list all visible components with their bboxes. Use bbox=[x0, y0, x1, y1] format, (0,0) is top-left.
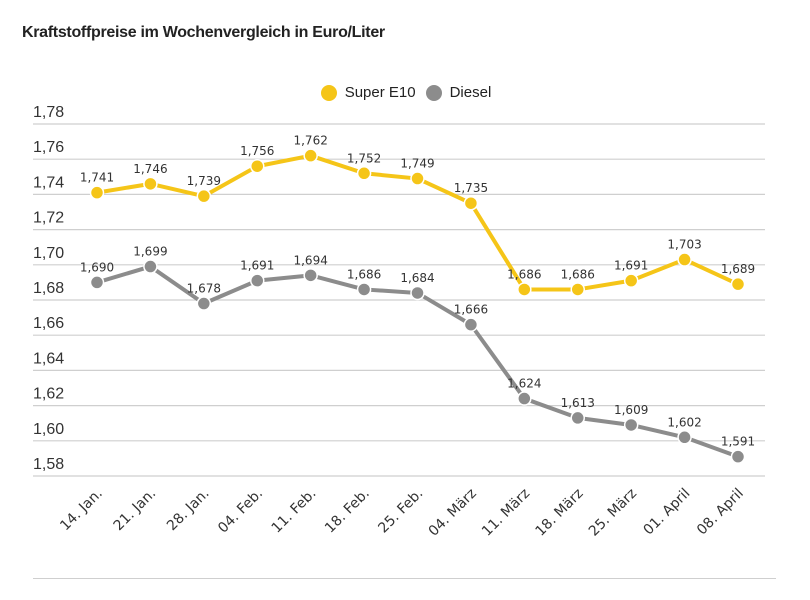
data-label: 1,752 bbox=[347, 151, 381, 165]
y-tick-label: 1,62 bbox=[33, 386, 64, 403]
data-point bbox=[250, 158, 265, 174]
y-tick-label: 1,72 bbox=[33, 210, 64, 227]
data-point bbox=[143, 259, 158, 274]
data-label: 1,678 bbox=[187, 282, 221, 296]
x-tick-label: 01. April bbox=[641, 486, 694, 539]
y-tick-label: 1,60 bbox=[33, 421, 64, 438]
data-point bbox=[570, 282, 585, 297]
bottom-divider bbox=[33, 578, 776, 579]
data-label: 1,762 bbox=[293, 134, 327, 148]
data-label: 1,609 bbox=[614, 403, 648, 417]
data-point bbox=[410, 285, 425, 301]
data-point bbox=[410, 171, 425, 186]
data-label: 1,684 bbox=[400, 271, 434, 285]
x-tick-label: 25. März bbox=[586, 486, 640, 540]
legend: Super E10 Diesel bbox=[0, 84, 810, 101]
legend-label-diesel: Diesel bbox=[449, 84, 492, 101]
y-tick-label: 1,74 bbox=[33, 174, 64, 191]
data-point bbox=[250, 273, 265, 288]
legend-marker-super-e10 bbox=[320, 84, 337, 101]
legend-item-super-e10: Super E10 bbox=[320, 84, 416, 101]
data-point bbox=[570, 410, 585, 426]
data-label: 1,749 bbox=[400, 157, 434, 171]
data-label: 1,746 bbox=[133, 162, 167, 176]
x-tick-label: 18. März bbox=[532, 486, 586, 540]
y-tick-label: 1,66 bbox=[33, 315, 64, 332]
data-point bbox=[623, 417, 639, 433]
data-label: 1,690 bbox=[80, 260, 114, 274]
chart-title: Kraftstoffpreise im Wochenvergleich in E… bbox=[22, 24, 385, 41]
y-tick-label: 1,68 bbox=[33, 280, 64, 297]
data-label: 1,624 bbox=[507, 377, 541, 391]
data-label: 1,686 bbox=[347, 267, 381, 281]
data-point bbox=[89, 275, 105, 290]
x-tick-label: 28. Jan. bbox=[164, 486, 213, 535]
data-point bbox=[356, 282, 372, 297]
legend-marker-diesel bbox=[425, 84, 442, 101]
x-tick-label: 21. Jan. bbox=[111, 486, 160, 535]
data-point bbox=[730, 449, 746, 464]
legend-label-super-e10: Super E10 bbox=[344, 84, 416, 101]
data-point bbox=[730, 276, 746, 292]
data-point bbox=[677, 252, 692, 267]
data-label: 1,694 bbox=[293, 253, 327, 267]
data-label: 1,602 bbox=[667, 415, 701, 429]
x-tick-label: 11. März bbox=[479, 486, 533, 540]
x-tick-label: 25. Feb. bbox=[375, 486, 426, 537]
data-point bbox=[196, 188, 212, 204]
data-label: 1,735 bbox=[454, 181, 488, 195]
data-point bbox=[143, 176, 158, 192]
y-tick-label: 1,78 bbox=[33, 104, 64, 121]
data-label: 1,699 bbox=[133, 245, 167, 259]
data-label: 1,613 bbox=[561, 396, 595, 410]
data-label: 1,756 bbox=[240, 144, 274, 158]
data-point bbox=[356, 166, 372, 181]
data-label: 1,739 bbox=[187, 174, 221, 188]
y-tick-label: 1,76 bbox=[33, 139, 64, 156]
x-tick-label: 08. April bbox=[694, 486, 747, 539]
data-label: 1,689 bbox=[721, 262, 755, 276]
data-point bbox=[677, 430, 692, 445]
legend-item-diesel: Diesel bbox=[425, 84, 492, 101]
y-tick-label: 1,64 bbox=[33, 350, 64, 367]
data-label: 1,741 bbox=[80, 171, 114, 185]
y-tick-label: 1,58 bbox=[33, 456, 64, 473]
data-point bbox=[196, 296, 212, 311]
data-point bbox=[517, 391, 532, 406]
data-point bbox=[463, 317, 479, 332]
data-point bbox=[463, 195, 479, 211]
data-label: 1,691 bbox=[240, 259, 274, 273]
data-label: 1,591 bbox=[721, 435, 755, 449]
x-tick-label: 18. Feb. bbox=[322, 486, 373, 537]
data-label: 1,686 bbox=[561, 267, 595, 281]
data-label: 1,686 bbox=[507, 267, 541, 281]
x-tick-label: 04. Feb. bbox=[215, 486, 266, 537]
data-point bbox=[623, 273, 639, 288]
data-point bbox=[517, 282, 532, 297]
y-tick-label: 1,70 bbox=[33, 245, 64, 262]
data-point bbox=[89, 185, 105, 200]
data-point bbox=[303, 148, 318, 163]
x-tick-label: 04. März bbox=[426, 486, 480, 540]
data-point bbox=[303, 268, 318, 283]
data-label: 1,703 bbox=[667, 238, 701, 252]
data-label: 1,691 bbox=[614, 259, 648, 273]
x-tick-label: 11. Feb. bbox=[269, 486, 320, 537]
data-label: 1,666 bbox=[454, 303, 488, 317]
x-tick-label: 14. Jan. bbox=[57, 486, 106, 535]
